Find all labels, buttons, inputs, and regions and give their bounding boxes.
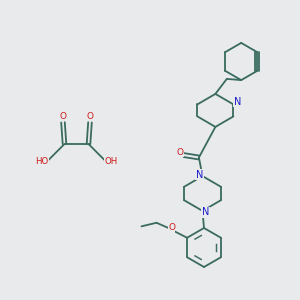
Text: OH: OH xyxy=(104,157,118,166)
Text: HO: HO xyxy=(35,157,49,166)
Text: N: N xyxy=(234,97,241,107)
Text: O: O xyxy=(86,112,94,121)
Text: N: N xyxy=(202,207,209,218)
Text: O: O xyxy=(168,223,175,232)
Text: O: O xyxy=(176,148,183,157)
Text: O: O xyxy=(59,112,67,121)
Text: N: N xyxy=(196,169,203,180)
